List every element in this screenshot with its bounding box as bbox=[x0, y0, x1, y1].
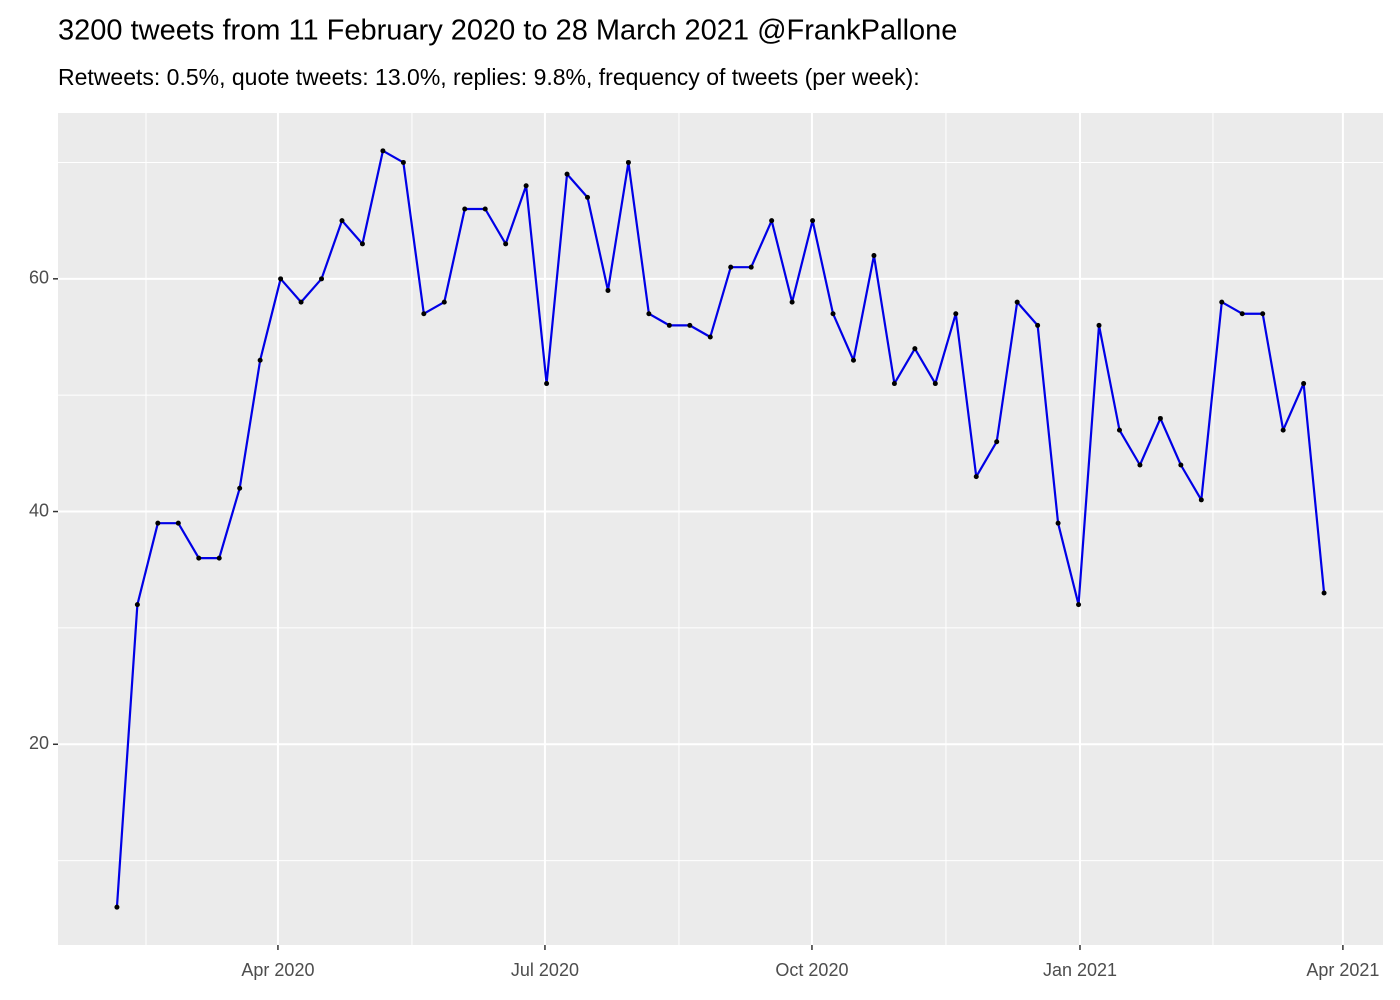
data-point bbox=[298, 299, 304, 305]
data-point bbox=[278, 276, 284, 282]
data-point bbox=[175, 520, 181, 526]
data-point bbox=[441, 299, 447, 305]
data-point bbox=[789, 299, 795, 305]
y-tick-label: 60 bbox=[29, 268, 49, 288]
data-point bbox=[871, 253, 877, 259]
data-point bbox=[339, 218, 345, 224]
data-point bbox=[1116, 427, 1122, 433]
data-point bbox=[216, 555, 222, 561]
panel bbox=[58, 113, 1383, 945]
data-point bbox=[237, 485, 243, 491]
chart-subtitle: Retweets: 0.5%, quote tweets: 13.0%, rep… bbox=[58, 64, 920, 90]
x-tick-label: Jul 2020 bbox=[511, 960, 579, 980]
data-point bbox=[666, 322, 672, 328]
data-point bbox=[380, 148, 386, 154]
data-point bbox=[196, 555, 202, 561]
data-point bbox=[1260, 311, 1266, 317]
data-point bbox=[585, 194, 591, 200]
data-point bbox=[687, 322, 693, 328]
data-point bbox=[646, 311, 652, 317]
series-line bbox=[115, 149, 1326, 908]
data-point bbox=[482, 206, 488, 212]
data-point bbox=[155, 520, 161, 526]
data-point bbox=[891, 381, 897, 387]
data-point bbox=[1178, 462, 1184, 468]
y-tick-label: 40 bbox=[29, 500, 49, 520]
data-point bbox=[769, 218, 775, 224]
data-point bbox=[257, 357, 263, 363]
data-point bbox=[748, 264, 754, 270]
data-point bbox=[1137, 462, 1143, 468]
data-point bbox=[994, 439, 1000, 445]
data-point bbox=[1035, 322, 1041, 328]
data-point bbox=[1239, 311, 1245, 317]
data-point bbox=[1096, 322, 1102, 328]
data-point bbox=[1055, 520, 1061, 526]
x-tick-label: Apr 2021 bbox=[1306, 960, 1379, 980]
data-point bbox=[134, 602, 140, 608]
data-point bbox=[810, 218, 816, 224]
data-point bbox=[400, 159, 406, 165]
data-point bbox=[503, 241, 509, 247]
data-point bbox=[850, 357, 856, 363]
data-point bbox=[728, 264, 734, 270]
data-point bbox=[1198, 497, 1204, 503]
data-point bbox=[359, 241, 365, 247]
data-point bbox=[1301, 381, 1307, 387]
data-point bbox=[973, 474, 979, 480]
x-tick-label: Oct 2020 bbox=[775, 960, 848, 980]
data-point bbox=[953, 311, 959, 317]
y-tick-label: 20 bbox=[29, 733, 49, 753]
data-point bbox=[707, 334, 713, 340]
data-point bbox=[564, 171, 570, 177]
data-point bbox=[114, 904, 120, 910]
data-point bbox=[912, 346, 918, 352]
data-point bbox=[605, 287, 611, 293]
data-point bbox=[319, 276, 325, 282]
data-point bbox=[1219, 299, 1225, 305]
x-tick-label: Jan 2021 bbox=[1043, 960, 1117, 980]
data-point bbox=[932, 381, 938, 387]
x-tick-label: Apr 2020 bbox=[241, 960, 314, 980]
data-point bbox=[421, 311, 427, 317]
data-point bbox=[1157, 415, 1163, 421]
chart-title: 3200 tweets from 11 February 2020 to 28 … bbox=[58, 15, 957, 47]
data-point bbox=[1321, 590, 1327, 596]
data-point bbox=[523, 183, 529, 189]
data-point bbox=[625, 159, 631, 165]
data-point bbox=[462, 206, 468, 212]
data-point bbox=[1280, 427, 1286, 433]
data-point bbox=[1076, 602, 1082, 608]
data-point bbox=[830, 311, 836, 317]
data-point bbox=[544, 381, 550, 387]
data-point bbox=[1014, 299, 1020, 305]
